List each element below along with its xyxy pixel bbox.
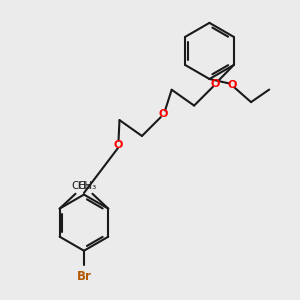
Text: O: O xyxy=(227,80,237,90)
Text: Br: Br xyxy=(76,269,92,283)
Text: O: O xyxy=(159,110,168,119)
Text: O: O xyxy=(113,140,122,150)
Text: CH₃: CH₃ xyxy=(71,181,91,191)
Text: CH₃: CH₃ xyxy=(77,181,96,191)
Text: O: O xyxy=(211,79,220,89)
